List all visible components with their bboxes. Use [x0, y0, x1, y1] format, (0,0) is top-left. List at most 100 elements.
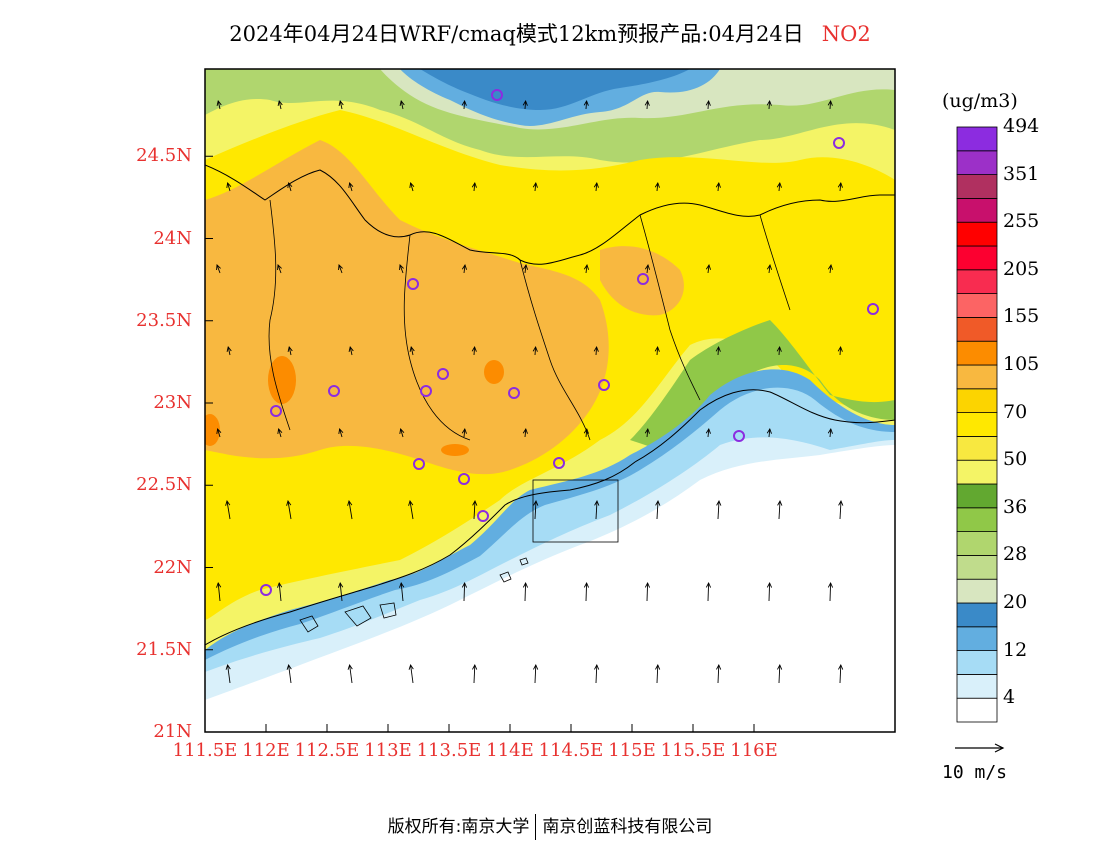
- wind-arrow: [522, 427, 528, 438]
- wind-arrow: [226, 345, 232, 356]
- wind-arrow: [766, 581, 773, 602]
- copyright-footer: 版权所有:南京大学 南京创蓝科技有限公司: [0, 812, 1100, 840]
- wind-arrow: [522, 99, 528, 110]
- colorbar-swatch: [956, 674, 998, 699]
- station-marker: [637, 273, 649, 285]
- lat-label: 22N: [153, 556, 192, 578]
- station-marker: [491, 89, 503, 101]
- wind-arrow: [472, 663, 478, 684]
- wind-arrow: [583, 427, 589, 438]
- vector-key-arrow: [955, 743, 1005, 753]
- high-orange-region: [205, 140, 609, 475]
- wind-arrow: [338, 581, 344, 602]
- wind-arrow: [654, 181, 660, 192]
- wind-arrow: [776, 181, 782, 192]
- colorbar-label: 205: [1003, 257, 1040, 280]
- colorbar-label: 12: [1003, 638, 1028, 661]
- station-marker: [477, 510, 489, 522]
- lat-label: 22.5N: [136, 474, 192, 496]
- open-sea: [205, 445, 895, 732]
- wind-arrow: [287, 182, 293, 192]
- wind-arrow: [766, 427, 772, 438]
- wind-arrow: [461, 99, 467, 110]
- wind-arrow: [471, 181, 477, 192]
- wind-arrow: [277, 264, 282, 274]
- colorbar-label: 50: [1003, 448, 1028, 471]
- lat-label: 24N: [153, 227, 192, 249]
- colorbar-label: 4: [1003, 686, 1016, 709]
- colorbar-label: 255: [1003, 210, 1040, 233]
- wind-arrow: [277, 99, 283, 110]
- wind-arrow: [338, 264, 343, 274]
- wind-arrow: [766, 263, 773, 274]
- north-blue-core: [420, 69, 690, 110]
- wind-arrow: [408, 663, 414, 684]
- wind-arrow: [583, 263, 590, 274]
- wind-arrow: [216, 428, 222, 438]
- colorbar-swatch: [956, 316, 998, 342]
- station-marker: [328, 385, 340, 397]
- wind-arrow: [277, 581, 283, 602]
- wind-arrow: [705, 427, 711, 438]
- wind-arrow: [583, 581, 590, 602]
- colorbar-label: 20: [1003, 591, 1028, 613]
- lon-label: 114E: [486, 740, 534, 761]
- wind-arrow: [644, 427, 650, 438]
- title-main: 2024年04月24日WRF/cmaq模式12km预报产品:04月24日: [229, 22, 804, 46]
- colorbar-swatch: [956, 602, 998, 628]
- monitoring-stations: [260, 89, 879, 596]
- wind-arrow: [522, 263, 529, 274]
- wind-arrow: [838, 663, 844, 684]
- hotspot-south: [441, 444, 469, 456]
- wind-arrow: [583, 99, 589, 110]
- colorbar-swatch: [956, 531, 998, 556]
- colorbar-swatch: [956, 507, 998, 532]
- footer-separator: [535, 814, 537, 840]
- colorbar-label: 494: [1003, 115, 1040, 137]
- wind-arrow: [225, 499, 231, 520]
- wind-arrow: [461, 427, 467, 438]
- colorbar-swatch: [956, 293, 998, 318]
- station-marker: [833, 137, 845, 149]
- coastal-islands: [299, 557, 529, 633]
- colorbar-swatch: [956, 221, 998, 247]
- wind-arrow: [838, 499, 844, 520]
- wind-arrow: [277, 428, 283, 438]
- wind-vector-field: [216, 99, 844, 684]
- wind-arrow: [338, 428, 344, 438]
- wind-arrow: [532, 181, 538, 192]
- colorbar-swatch: [956, 412, 998, 437]
- wind-arrow: [347, 499, 353, 520]
- coastline: [205, 389, 895, 646]
- station-marker: [413, 458, 425, 470]
- colorbar-label: 105: [1003, 353, 1040, 375]
- colorbar-swatch: [956, 578, 998, 604]
- lon-label: 113E: [364, 740, 412, 761]
- wind-arrow: [644, 581, 651, 602]
- wind-arrow: [827, 263, 834, 274]
- wind-arrow: [399, 99, 405, 110]
- chart-title: 2024年04月24日WRF/cmaq模式12km预报产品:04月24日 NO2: [0, 18, 1100, 48]
- colorbar-swatch: [956, 150, 998, 176]
- wind-arrow: [777, 499, 783, 520]
- wind-arrow: [827, 427, 833, 438]
- wind-arrow: [715, 181, 721, 192]
- station-marker: [437, 368, 449, 380]
- hotspot-west: [268, 356, 296, 404]
- station-marker: [458, 473, 470, 485]
- wind-arrow: [216, 99, 222, 110]
- station-marker: [260, 584, 272, 596]
- wind-arrow: [827, 99, 833, 110]
- lat-label: 23N: [153, 392, 192, 413]
- wind-arrow: [225, 663, 231, 684]
- wind-arrow: [347, 663, 353, 684]
- station-marker: [733, 430, 745, 442]
- colorbar-swatch: [956, 388, 998, 413]
- wind-arrow: [532, 345, 538, 356]
- wind-arrow: [216, 264, 221, 274]
- wind-arrow: [338, 99, 344, 110]
- lon-label: 116E: [730, 740, 778, 761]
- wind-arrow: [715, 345, 721, 356]
- wind-arrow: [409, 345, 415, 356]
- lon-label: 114.5E: [538, 740, 604, 761]
